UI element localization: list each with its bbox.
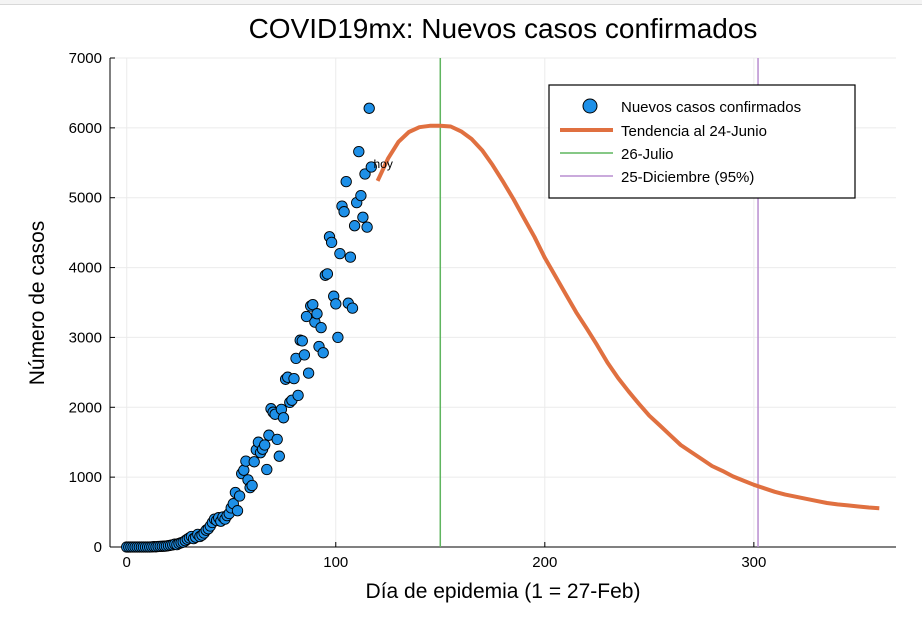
data-point bbox=[298, 349, 311, 361]
data-point bbox=[261, 463, 273, 476]
data-point bbox=[344, 251, 357, 263]
y-tick-label: 0 bbox=[94, 539, 102, 556]
data-point bbox=[300, 310, 313, 323]
y-tick-label: 1000 bbox=[69, 469, 102, 486]
data-point bbox=[271, 433, 283, 446]
data-point bbox=[330, 298, 342, 310]
data-point bbox=[246, 479, 258, 492]
y-tick-label: 7000 bbox=[69, 50, 102, 67]
data-point bbox=[355, 189, 367, 202]
data-point bbox=[259, 439, 271, 451]
data-point bbox=[361, 221, 373, 233]
x-tick-label: 300 bbox=[741, 554, 766, 571]
trend-layer bbox=[375, 123, 880, 511]
x-tick-label: 0 bbox=[123, 554, 131, 571]
data-point bbox=[233, 490, 246, 502]
data-point bbox=[317, 347, 329, 359]
data-point bbox=[307, 298, 319, 311]
data-point bbox=[325, 236, 338, 249]
y-axis-title: Número de casos bbox=[26, 221, 49, 386]
data-point bbox=[231, 505, 244, 517]
trend-line bbox=[375, 123, 880, 511]
x-tick-label: 100 bbox=[323, 554, 348, 571]
data-point bbox=[296, 335, 308, 347]
legend-label-diciembre: 25-Diciembre (95%) bbox=[621, 169, 754, 186]
legend: Nuevos casos confirmados Tendencia al 24… bbox=[548, 84, 856, 199]
data-point bbox=[334, 247, 346, 260]
data-point bbox=[248, 456, 260, 468]
y-tick-label: 6000 bbox=[69, 120, 102, 137]
data-point bbox=[357, 211, 369, 223]
legend-box bbox=[548, 84, 856, 199]
y-tick-label: 3000 bbox=[69, 329, 102, 346]
data-point bbox=[321, 268, 334, 280]
points-layer bbox=[121, 102, 377, 553]
data-point bbox=[346, 302, 359, 314]
chart-title: COVID19mx: Nuevos casos confirmados bbox=[249, 13, 758, 44]
data-point bbox=[288, 372, 300, 385]
data-point bbox=[353, 145, 365, 158]
data-point bbox=[238, 464, 250, 476]
data-point bbox=[302, 367, 315, 379]
data-point bbox=[359, 168, 371, 180]
data-point bbox=[273, 450, 285, 462]
legend-label-trend: Tendencia al 24-Junio bbox=[621, 123, 767, 140]
data-point bbox=[363, 102, 375, 114]
y-tick-label: 2000 bbox=[69, 399, 102, 416]
data-point bbox=[348, 220, 361, 232]
legend-label-julio: 26-Julio bbox=[621, 146, 674, 163]
hoy-annotation: hoy bbox=[373, 157, 392, 171]
x-axis-title: Día de epidemia (1 = 27-Feb) bbox=[366, 580, 641, 603]
data-point bbox=[292, 389, 304, 402]
x-tick-label: 200 bbox=[532, 554, 557, 571]
data-point bbox=[332, 331, 344, 344]
data-point bbox=[311, 308, 323, 320]
window-top-edge bbox=[0, 0, 922, 5]
data-point bbox=[338, 206, 350, 218]
data-point bbox=[365, 161, 377, 173]
legend-label-scatter: Nuevos casos confirmados bbox=[621, 99, 801, 116]
data-point bbox=[315, 321, 327, 334]
data-point bbox=[277, 412, 290, 424]
y-tick-label: 4000 bbox=[69, 260, 102, 277]
y-tick-label: 5000 bbox=[69, 190, 102, 207]
legend-marker-scatter bbox=[582, 98, 598, 114]
data-point bbox=[340, 175, 352, 188]
